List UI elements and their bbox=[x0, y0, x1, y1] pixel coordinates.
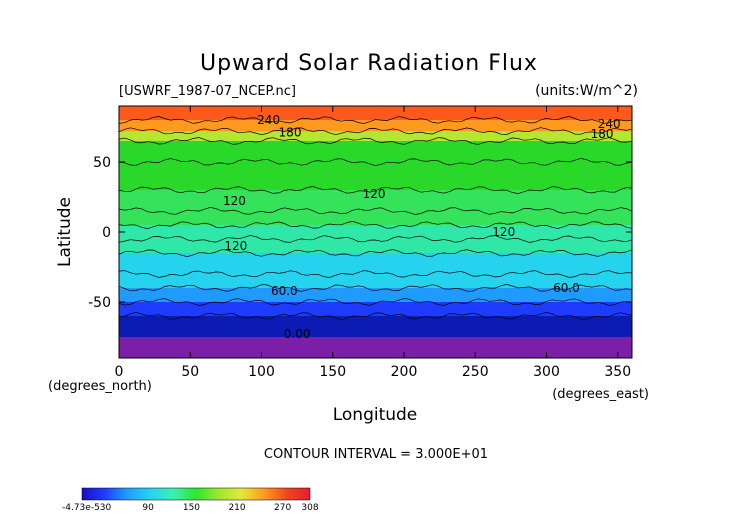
y-tick-label: -50 bbox=[88, 295, 111, 311]
contour-interval: CONTOUR INTERVAL = 3.000E+01 bbox=[264, 447, 488, 462]
contour-line bbox=[119, 127, 632, 136]
colorbar: -4.73e-530 90 150 210 270 308 bbox=[62, 487, 319, 513]
contour-label: 60.0 bbox=[271, 284, 298, 298]
colorbar-gradient bbox=[81, 487, 311, 501]
contour-line bbox=[119, 270, 632, 278]
x-tick-label: 50 bbox=[181, 364, 199, 380]
contour-line bbox=[119, 186, 632, 194]
x-tick-label: 350 bbox=[604, 364, 631, 380]
contour-line bbox=[119, 312, 632, 320]
latitude-band bbox=[119, 131, 632, 142]
units-label: (units:W/m^2) bbox=[535, 83, 638, 99]
latitude-band bbox=[119, 106, 632, 121]
contour-label: 120 bbox=[363, 187, 386, 201]
y-tick-label: 0 bbox=[102, 225, 111, 241]
colorbar-tick-label: 308 bbox=[301, 503, 318, 513]
contour-line bbox=[119, 116, 632, 124]
contour-features bbox=[119, 116, 632, 320]
x-axis-label: Longitude bbox=[333, 405, 418, 425]
latitude-band bbox=[119, 253, 632, 275]
x-tick-label: 100 bbox=[248, 364, 275, 380]
contour-line bbox=[119, 249, 632, 257]
latitude-band bbox=[119, 141, 632, 163]
x-tick-label: 300 bbox=[533, 364, 560, 380]
latitude-band bbox=[119, 162, 632, 191]
x-axis: 0 50 100 150 200 250 300 350 bbox=[115, 106, 631, 380]
latitude-band bbox=[119, 302, 632, 317]
latitude-band bbox=[119, 120, 632, 132]
contour-line bbox=[119, 158, 632, 166]
latitude-band bbox=[119, 337, 632, 358]
x-tick-label: 200 bbox=[391, 364, 418, 380]
chart-title: Upward Solar Radiation Flux bbox=[200, 51, 538, 76]
latitude-band bbox=[119, 239, 632, 254]
y-axis: 50 0 -50 bbox=[88, 155, 632, 311]
contour-line bbox=[119, 207, 632, 215]
contour-label: 120 bbox=[224, 239, 247, 253]
x-tick-label: 150 bbox=[319, 364, 346, 380]
contour-label: 60.0 bbox=[553, 281, 580, 295]
colorbar-tick-label: 270 bbox=[274, 503, 291, 513]
contour-line bbox=[119, 298, 632, 306]
x-tick-label: 0 bbox=[115, 364, 124, 380]
latitude-band bbox=[119, 190, 632, 212]
file-label: [USWRF_1987-07_NCEP.nc] bbox=[119, 84, 296, 99]
contour-line bbox=[119, 284, 632, 292]
x-unit-label: (degrees_east) bbox=[552, 387, 649, 402]
colorbar-tick-label: 210 bbox=[228, 503, 245, 513]
y-unit-label: (degrees_north) bbox=[48, 379, 152, 394]
contour-label: 180 bbox=[279, 126, 302, 140]
contour-label: 120 bbox=[223, 194, 246, 208]
contour-label: 240 bbox=[257, 113, 280, 127]
contour-line bbox=[119, 235, 632, 243]
latitude-band bbox=[119, 225, 632, 240]
contour-line bbox=[119, 221, 632, 229]
x-tick-label: 250 bbox=[462, 364, 489, 380]
y-axis-label: Latitude bbox=[55, 197, 75, 267]
contour-label: 120 bbox=[492, 225, 515, 239]
contour-label: 0.00 bbox=[284, 327, 311, 341]
latitude-band bbox=[119, 211, 632, 226]
contour-fill bbox=[119, 106, 632, 358]
y-tick-label: 50 bbox=[93, 155, 111, 171]
latitude-band bbox=[119, 288, 632, 303]
colorbar-min-label: -4.73e-530 bbox=[62, 503, 112, 513]
latitude-band bbox=[119, 316, 632, 338]
contour-label: 240 bbox=[598, 117, 621, 131]
contour-label: 180 bbox=[591, 127, 614, 141]
colorbar-tick-label: 90 bbox=[142, 503, 154, 513]
colorbar-tick-label: 150 bbox=[183, 503, 200, 513]
contour-line bbox=[119, 137, 632, 145]
